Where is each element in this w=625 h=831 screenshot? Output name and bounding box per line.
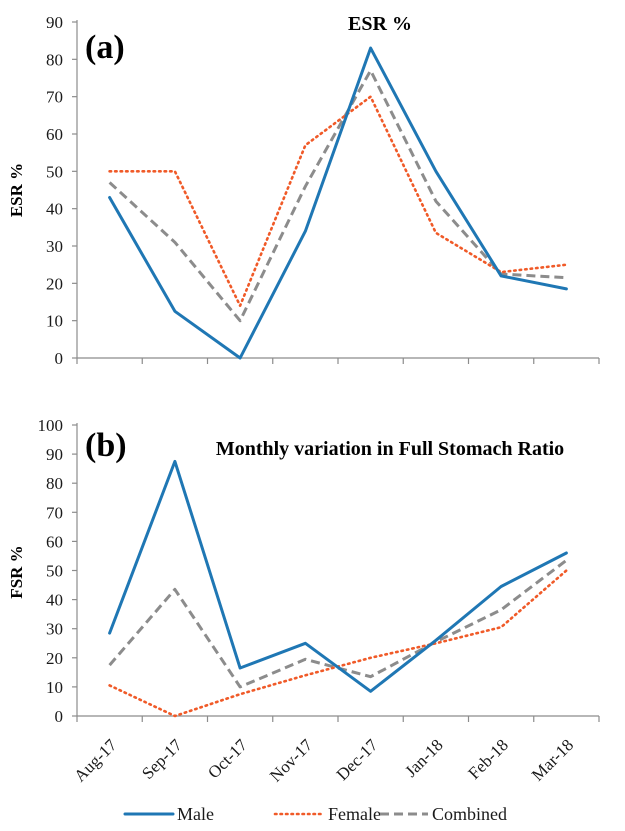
y-tick-label: 30 xyxy=(46,237,63,256)
series-line-male xyxy=(108,46,568,360)
y-tick-label: 20 xyxy=(46,649,63,668)
y-tick-label: 40 xyxy=(46,200,63,219)
series-line-male xyxy=(108,459,568,693)
x-tick-label: Dec-17 xyxy=(333,735,382,784)
y-tick-label: 10 xyxy=(46,678,63,697)
y-tick-label: 0 xyxy=(55,707,64,726)
y-tick-label: 0 xyxy=(55,349,64,368)
chart-title: Monthly variation in Full Stomach Ratio xyxy=(216,438,564,460)
y-tick-label: 10 xyxy=(46,312,63,331)
chart-title: ESR % xyxy=(348,13,412,35)
y-tick-label: 20 xyxy=(46,274,63,293)
y-tick-label: 60 xyxy=(46,532,63,551)
y-tick-label: 60 xyxy=(46,125,63,144)
series-line-female xyxy=(108,95,568,308)
y-tick-label: 70 xyxy=(46,88,63,107)
x-tick-label: Mar-18 xyxy=(528,735,577,784)
panel-label: (b) xyxy=(85,427,127,464)
y-tick-label: 100 xyxy=(38,416,64,435)
x-tick-label: Nov-17 xyxy=(266,735,317,786)
chart-panel-a: 0 10 20 30 40 50 60 70 80 90 ESR % ESR % (a) xyxy=(7,13,600,368)
x-tick-label: Sep-17 xyxy=(138,735,186,783)
y-axis-title: FSR % xyxy=(7,545,26,598)
y-tick-label: 50 xyxy=(46,562,63,581)
y-axis-title: ESR % xyxy=(7,163,26,217)
legend-label-male: Male xyxy=(177,804,214,824)
y-tick-label: 80 xyxy=(46,474,63,493)
x-tick-label: Jan-18 xyxy=(401,735,446,780)
legend-label-combined: Combined xyxy=(432,804,507,824)
legend: Male Female Combined xyxy=(123,804,507,824)
x-tick-label: Oct-17 xyxy=(204,735,251,782)
x-tick-label: Aug-17 xyxy=(70,735,121,786)
x-tick-label: Feb-18 xyxy=(464,735,511,782)
y-tick-label: 40 xyxy=(46,591,63,610)
legend-label-female: Female xyxy=(328,804,381,824)
chart-panel-b: 0 10 20 30 40 50 60 70 80 90 100 Aug-17 Sep-17 Oct-17… xyxy=(7,416,600,786)
y-tick-label: 30 xyxy=(46,620,63,639)
y-tick-label: 50 xyxy=(46,162,63,181)
y-tick-label: 80 xyxy=(46,50,63,69)
panel-label: (a) xyxy=(85,29,125,66)
series-line-combined xyxy=(108,559,568,689)
y-tick-label: 70 xyxy=(46,503,63,522)
y-tick-label: 90 xyxy=(46,445,63,464)
y-tick-label: 90 xyxy=(46,13,63,32)
series-line-combined xyxy=(108,69,567,323)
